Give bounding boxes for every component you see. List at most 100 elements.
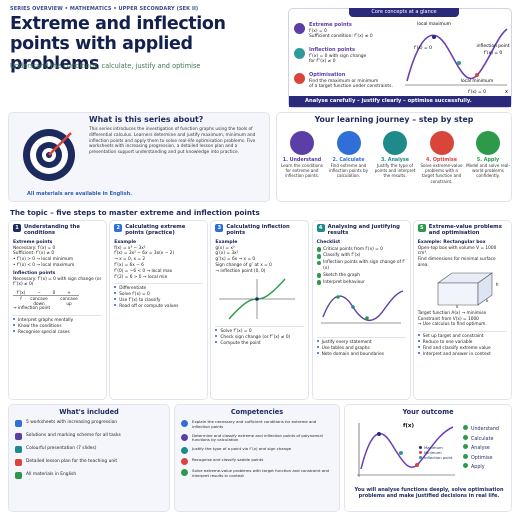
competency: Determine and classify extreme and infle… bbox=[181, 433, 333, 444]
check-text: Optimise bbox=[471, 455, 493, 461]
kicker: SERIES OVERVIEW • MATHEMATICS • UPPER SE… bbox=[10, 6, 199, 12]
item-text: Justify the type of a point via f″(x) an… bbox=[192, 446, 291, 452]
step-name: 4. Optimise bbox=[425, 158, 458, 163]
concept-line: Find the maximum or minimum bbox=[309, 78, 379, 84]
block-line: f″(2) = 6 > 0 → local min bbox=[114, 274, 168, 280]
column-number: 2 bbox=[114, 224, 123, 232]
label: f′(x) = 0 bbox=[414, 45, 432, 51]
bullet: Read off or compute values bbox=[114, 304, 203, 310]
bullets: Differentiate Solve f′(x) = 0 Use f″(x) to… bbox=[114, 283, 204, 310]
concept-icon bbox=[294, 48, 305, 59]
included: What's included 5 worksheets with increas… bbox=[8, 404, 170, 512]
about-text: This series introduces the investigation… bbox=[89, 127, 256, 156]
included-item: 5 worksheets with increasing progression bbox=[15, 420, 163, 427]
block-line: Find dimensions for minimal surface area… bbox=[417, 257, 496, 268]
box-label: x bbox=[485, 298, 489, 304]
item-text: All materials in English bbox=[26, 472, 77, 477]
legend-dot bbox=[419, 446, 422, 449]
block-line: → x = 0, x = 2 bbox=[114, 257, 146, 263]
step: 3. Analyse Justify the type of points and… bbox=[372, 131, 418, 179]
item-icon bbox=[15, 420, 22, 427]
block-line: Necessary: f″(x) = 0 with sign change (o… bbox=[13, 276, 102, 288]
block-line: • f″(x) > 0 → local minimum bbox=[13, 257, 74, 263]
graph-drawing bbox=[320, 290, 403, 324]
item-icon bbox=[181, 447, 188, 455]
step: 4. Optimise Solve extreme-value problems … bbox=[419, 131, 465, 184]
bullet: Interpret and answer in context bbox=[418, 352, 507, 358]
item-icon bbox=[15, 459, 22, 466]
concept: Inflection points f″(x) = 0 with sign cha… bbox=[294, 47, 405, 65]
core-graph: local maximum f′(x) = 0 inflection point… bbox=[405, 21, 510, 95]
included-item: Solutions and marking scheme for all tas… bbox=[15, 433, 163, 440]
bullet: Interpret graphs mentally bbox=[13, 318, 102, 324]
check-text: Inflection points with sign change of f″… bbox=[323, 260, 406, 271]
step-text: Solve extreme-value problems with a targ… bbox=[420, 163, 463, 184]
step-icon bbox=[290, 131, 314, 155]
check-text: Critical points from f′(x) = 0 bbox=[323, 246, 383, 252]
sign-cell: f″(x) bbox=[13, 290, 29, 297]
check-icon bbox=[316, 260, 322, 266]
box-drawing bbox=[436, 272, 493, 306]
concept-name: Optimisation bbox=[309, 72, 346, 78]
column-number: 4 bbox=[316, 224, 325, 232]
box-diagram: h x x bbox=[418, 269, 507, 311]
block-line: → inflection point (0, 0) bbox=[215, 268, 266, 274]
legend-item: Minimum bbox=[419, 450, 453, 455]
graph bbox=[215, 277, 304, 324]
sign-cell: concave up bbox=[60, 296, 78, 307]
outcome-graph: f(x) bbox=[357, 423, 455, 477]
graph bbox=[317, 287, 406, 334]
check-item: Critical points from f′(x) = 0 bbox=[316, 246, 406, 253]
competencies: Competencies Explain the necessary and su… bbox=[174, 404, 340, 512]
competency: Justify the type of a point via f″(x) an… bbox=[181, 446, 333, 455]
label: x bbox=[505, 89, 508, 95]
check-text: Classify with f″(x) bbox=[323, 253, 361, 259]
item-text: Colourful presentation (7 slides) bbox=[26, 446, 97, 451]
step-icon bbox=[476, 131, 500, 155]
concept-line: Sufficient condition: f″(x) ≠ 0 bbox=[309, 34, 373, 40]
bullet: Set up target and constraint bbox=[418, 334, 507, 340]
block-line: Open-top box with volume V = 1000 cm³. bbox=[417, 245, 497, 257]
included-item: Colourful presentation (7 slides) bbox=[15, 446, 163, 453]
column-head: 2 Calculating extreme points (practice) bbox=[114, 224, 203, 237]
legend-dot bbox=[419, 451, 422, 454]
step-name: 5. Apply bbox=[476, 158, 500, 163]
check-text: Sketch the graph bbox=[323, 272, 360, 278]
concept: Extreme points f′(x) = 0 Sufficient condit… bbox=[294, 22, 405, 40]
check-icon bbox=[316, 254, 322, 259]
check-text: Interpret behaviour bbox=[323, 279, 365, 285]
about: What is this series about? This series i… bbox=[8, 112, 270, 202]
outcome-check: Optimise bbox=[463, 453, 499, 464]
bullet: Solve f′(x) = 0 bbox=[114, 292, 203, 298]
check-icon bbox=[316, 280, 322, 285]
column-number: 3 bbox=[215, 224, 224, 232]
legend-dot bbox=[419, 456, 422, 459]
check-item: Classify with f″(x) bbox=[316, 253, 406, 259]
column-head: 5 Extreme-value problems and optimisation bbox=[417, 224, 507, 237]
block-line: f″(0) = −6 < 0 → local max bbox=[114, 268, 173, 274]
bullet: Find and classify extreme value bbox=[418, 346, 507, 352]
about-title: What is this series about? bbox=[89, 115, 204, 124]
sign-result: → inflection point bbox=[13, 306, 51, 312]
column-head: 3 Calculating inflection points bbox=[215, 224, 304, 237]
block-heading: Checklist bbox=[316, 239, 341, 245]
item-text: Explain the necessary and sufficient con… bbox=[192, 419, 317, 429]
outcome-check: Apply bbox=[463, 463, 499, 473]
step-text: Model and solve real-world problems conf… bbox=[466, 163, 510, 179]
outcome-check: Understand bbox=[463, 425, 499, 435]
graph-label: f(x) bbox=[403, 423, 414, 429]
block-line: g′(x) = 3x² bbox=[215, 251, 239, 257]
label: f″(x) = 0 bbox=[484, 50, 503, 56]
step-icon bbox=[336, 131, 361, 155]
item-icon bbox=[181, 469, 188, 477]
legend-text: Inflection point bbox=[424, 455, 453, 460]
sign-table: f″(x) −0 + f concave down concave up bbox=[13, 290, 102, 306]
block-line: • f″(x) < 0 → local maximum bbox=[13, 263, 75, 268]
block-line: Sufficient: f″(x) ≠ 0 bbox=[13, 251, 55, 257]
concept-body: Inflection points f″(x) = 0 with sign cha… bbox=[309, 47, 405, 65]
item-text: Detailed lesson plan for the teaching un… bbox=[26, 459, 118, 464]
block-heading: Inflection points bbox=[13, 270, 56, 276]
item-text: 5 worksheets with increasing progression bbox=[26, 420, 118, 425]
bullet: Use tables and graphs bbox=[317, 346, 406, 352]
